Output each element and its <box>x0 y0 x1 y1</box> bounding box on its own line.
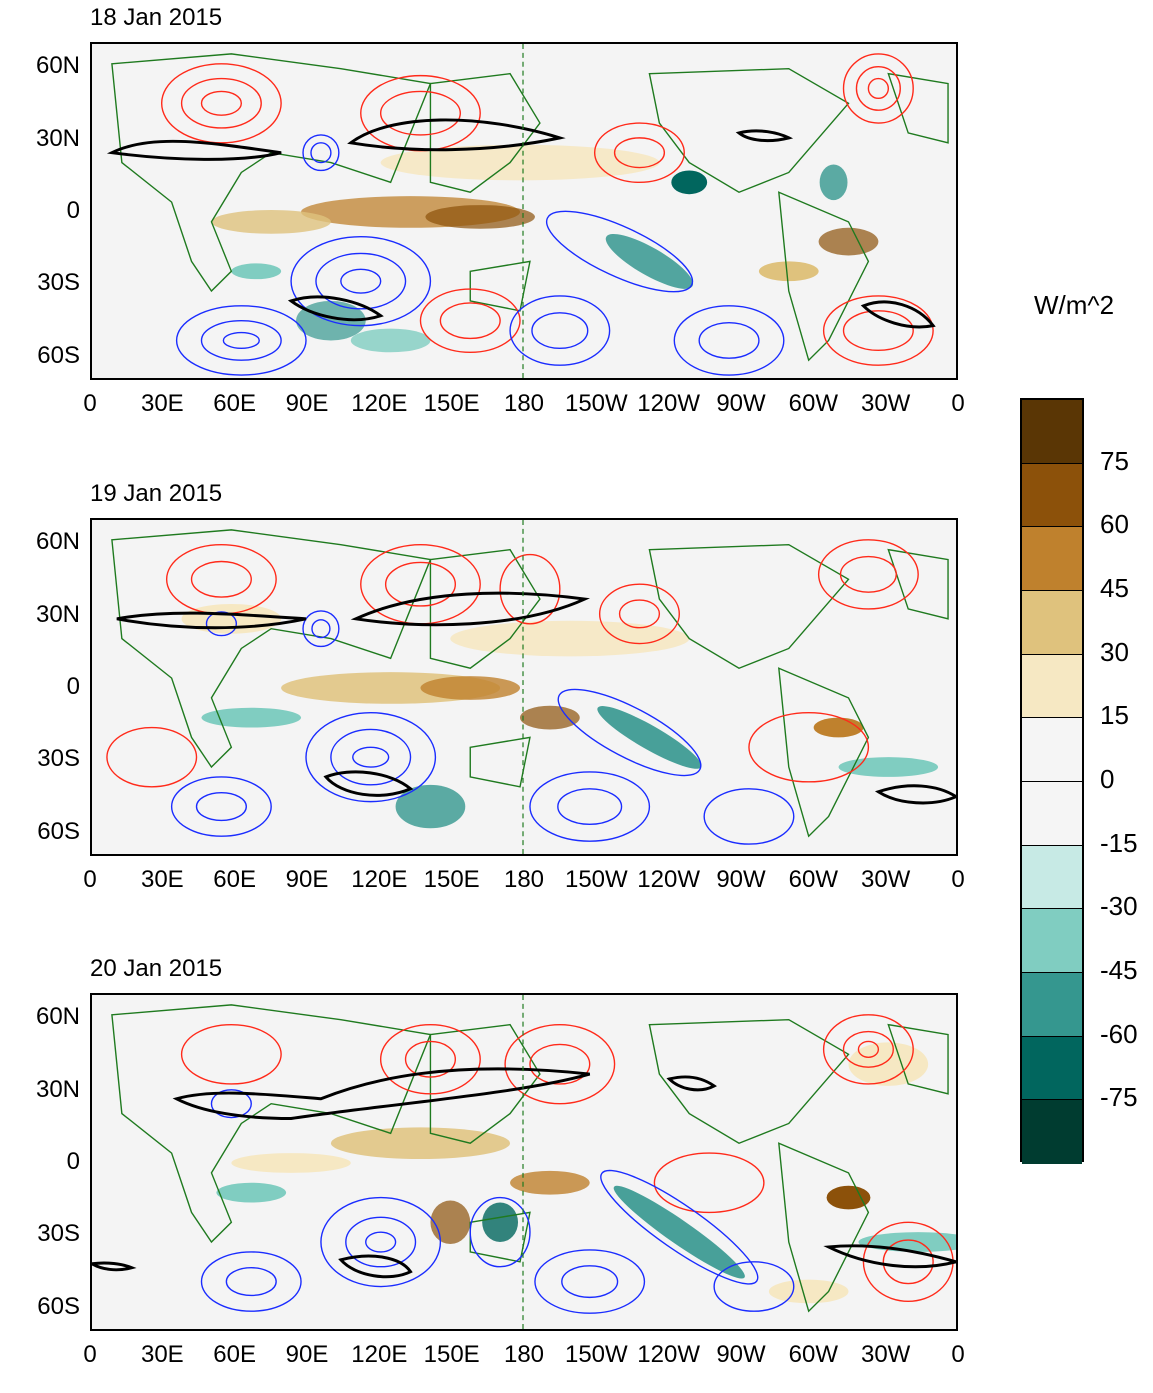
olr-shading-2 <box>181 603 939 829</box>
lon-tick-label: 120W <box>637 390 701 417</box>
lon-tick-label: 120W <box>637 866 701 893</box>
colorbar-cell <box>1022 845 1082 910</box>
coastlines-2 <box>111 529 949 838</box>
map-plot-3 <box>92 995 956 1329</box>
colorbar-cell <box>1022 527 1082 591</box>
lat-tick-label: 30N <box>35 600 80 628</box>
lat-tick-label: 30S <box>37 745 80 773</box>
olr-shading-1 <box>211 144 879 353</box>
map-panel-3 <box>90 993 958 1331</box>
thick-contours-2 <box>116 591 956 805</box>
lat-tick-label: 0 <box>66 1148 80 1175</box>
lon-tick-label: 0 <box>83 866 97 893</box>
lat-tick-label: 60N <box>35 1003 80 1031</box>
lon-tick-label: 150E <box>423 866 480 893</box>
lon-tick-label: 90E <box>285 1341 329 1368</box>
colorbar-tick-label: 60 <box>1100 509 1129 540</box>
lon-tick-label: 0 <box>951 390 965 417</box>
lon-tick-label: 60W <box>788 866 839 893</box>
colorbar-cell <box>1022 654 1082 719</box>
colorbar-tick-label: 15 <box>1100 700 1129 731</box>
colorbar-tick-label: -75 <box>1100 1082 1138 1113</box>
olr-shading-3 <box>216 1042 956 1304</box>
colorbar-unit-label: W/m^2 <box>1034 290 1115 320</box>
colorbar-cell <box>1022 972 1082 1037</box>
colorbar <box>1020 398 1084 1164</box>
colorbar-tick-label: 0 <box>1100 764 1115 794</box>
lon-tick-label: 60E <box>213 866 257 893</box>
lat-tick-label: 60S <box>37 341 80 369</box>
lon-tick-label: 180 <box>503 866 545 893</box>
lat-tick-label: 30N <box>35 1075 80 1103</box>
lon-tick-label: 120W <box>637 1341 701 1368</box>
panel-title-1: 18 Jan 2015 <box>90 4 223 31</box>
lon-tick-label: 150E <box>423 1341 480 1368</box>
coastlines-3 <box>111 1004 949 1313</box>
lon-tick-label: 0 <box>951 866 965 893</box>
colorbar-cell <box>1022 718 1082 782</box>
lon-tick-label: 120E <box>351 1341 408 1368</box>
lon-tick-label: 0 <box>83 390 97 417</box>
colorbar-cell <box>1022 590 1082 655</box>
lon-tick-label: 90W <box>716 1341 766 1368</box>
lon-tick-label: 30E <box>140 390 184 417</box>
lon-tick-label: 60E <box>213 1341 257 1368</box>
lon-tick-label: 90W <box>716 390 766 417</box>
lon-tick-label: 150W <box>564 866 628 893</box>
panel-title-2: 19 Jan 2015 <box>90 480 223 507</box>
colorbar-tick-label: -60 <box>1100 1018 1138 1049</box>
colorbar-cell <box>1022 463 1082 528</box>
lat-tick-label: 30N <box>35 124 80 152</box>
colorbar-cell <box>1022 909 1082 973</box>
thick-contours-1 <box>106 118 936 329</box>
lat-tick-label: 30S <box>37 1220 80 1248</box>
colorbar-cell <box>1022 400 1082 464</box>
lon-tick-label: 150W <box>564 390 628 417</box>
lon-tick-label: 180 <box>503 1341 545 1368</box>
colorbar-tick-label: -30 <box>1100 891 1138 922</box>
map-plot-1 <box>106 44 949 378</box>
lat-tick-label: 60S <box>37 1292 80 1320</box>
contours-3 <box>180 1014 954 1314</box>
lon-tick-label: 90E <box>285 866 329 893</box>
colorbar-tick-label: -15 <box>1100 827 1138 858</box>
lon-tick-label: 30W <box>860 1341 911 1368</box>
map-panel-1 <box>90 42 958 380</box>
lat-tick-label: 0 <box>66 673 80 700</box>
panel-title-3: 20 Jan 2015 <box>90 955 223 982</box>
lon-tick-label: 120E <box>351 866 408 893</box>
coastlines-1 <box>111 53 949 362</box>
colorbar-tick-label: 45 <box>1100 573 1129 603</box>
colorbar-tick-label: 30 <box>1100 636 1129 667</box>
lon-tick-label: 120E <box>351 390 408 417</box>
lon-tick-label: 90W <box>716 866 766 893</box>
lon-tick-label: 30E <box>140 866 184 893</box>
lon-tick-label: 150W <box>564 1341 628 1368</box>
lon-tick-label: 30W <box>860 866 911 893</box>
map-panel-2 <box>90 518 958 856</box>
lat-tick-label: 30S <box>37 269 80 297</box>
colorbar-cell <box>1022 781 1082 846</box>
lon-tick-label: 60E <box>213 390 257 417</box>
lon-tick-label: 0 <box>83 1341 97 1368</box>
lat-tick-label: 0 <box>66 197 80 224</box>
lon-tick-label: 180 <box>503 390 545 417</box>
map-plot-2 <box>106 520 956 854</box>
lon-tick-label: 0 <box>951 1341 965 1368</box>
colorbar-tick-label: 75 <box>1100 445 1129 476</box>
lat-tick-label: 60S <box>37 817 80 845</box>
lon-tick-label: 60W <box>788 1341 839 1368</box>
lon-tick-label: 150E <box>423 390 480 417</box>
colorbar-cell <box>1022 1036 1082 1101</box>
contours-2 <box>106 539 919 845</box>
colorbar-cell <box>1022 1100 1082 1164</box>
lat-tick-label: 60N <box>35 528 80 556</box>
lon-tick-label: 30W <box>860 390 911 417</box>
lon-tick-label: 60W <box>788 390 839 417</box>
colorbar-tick-label: -45 <box>1100 955 1138 985</box>
lon-tick-label: 90E <box>285 390 329 417</box>
lat-tick-label: 60N <box>35 52 80 80</box>
lon-tick-label: 30E <box>140 1341 184 1368</box>
thick-contours-3 <box>92 1067 956 1279</box>
